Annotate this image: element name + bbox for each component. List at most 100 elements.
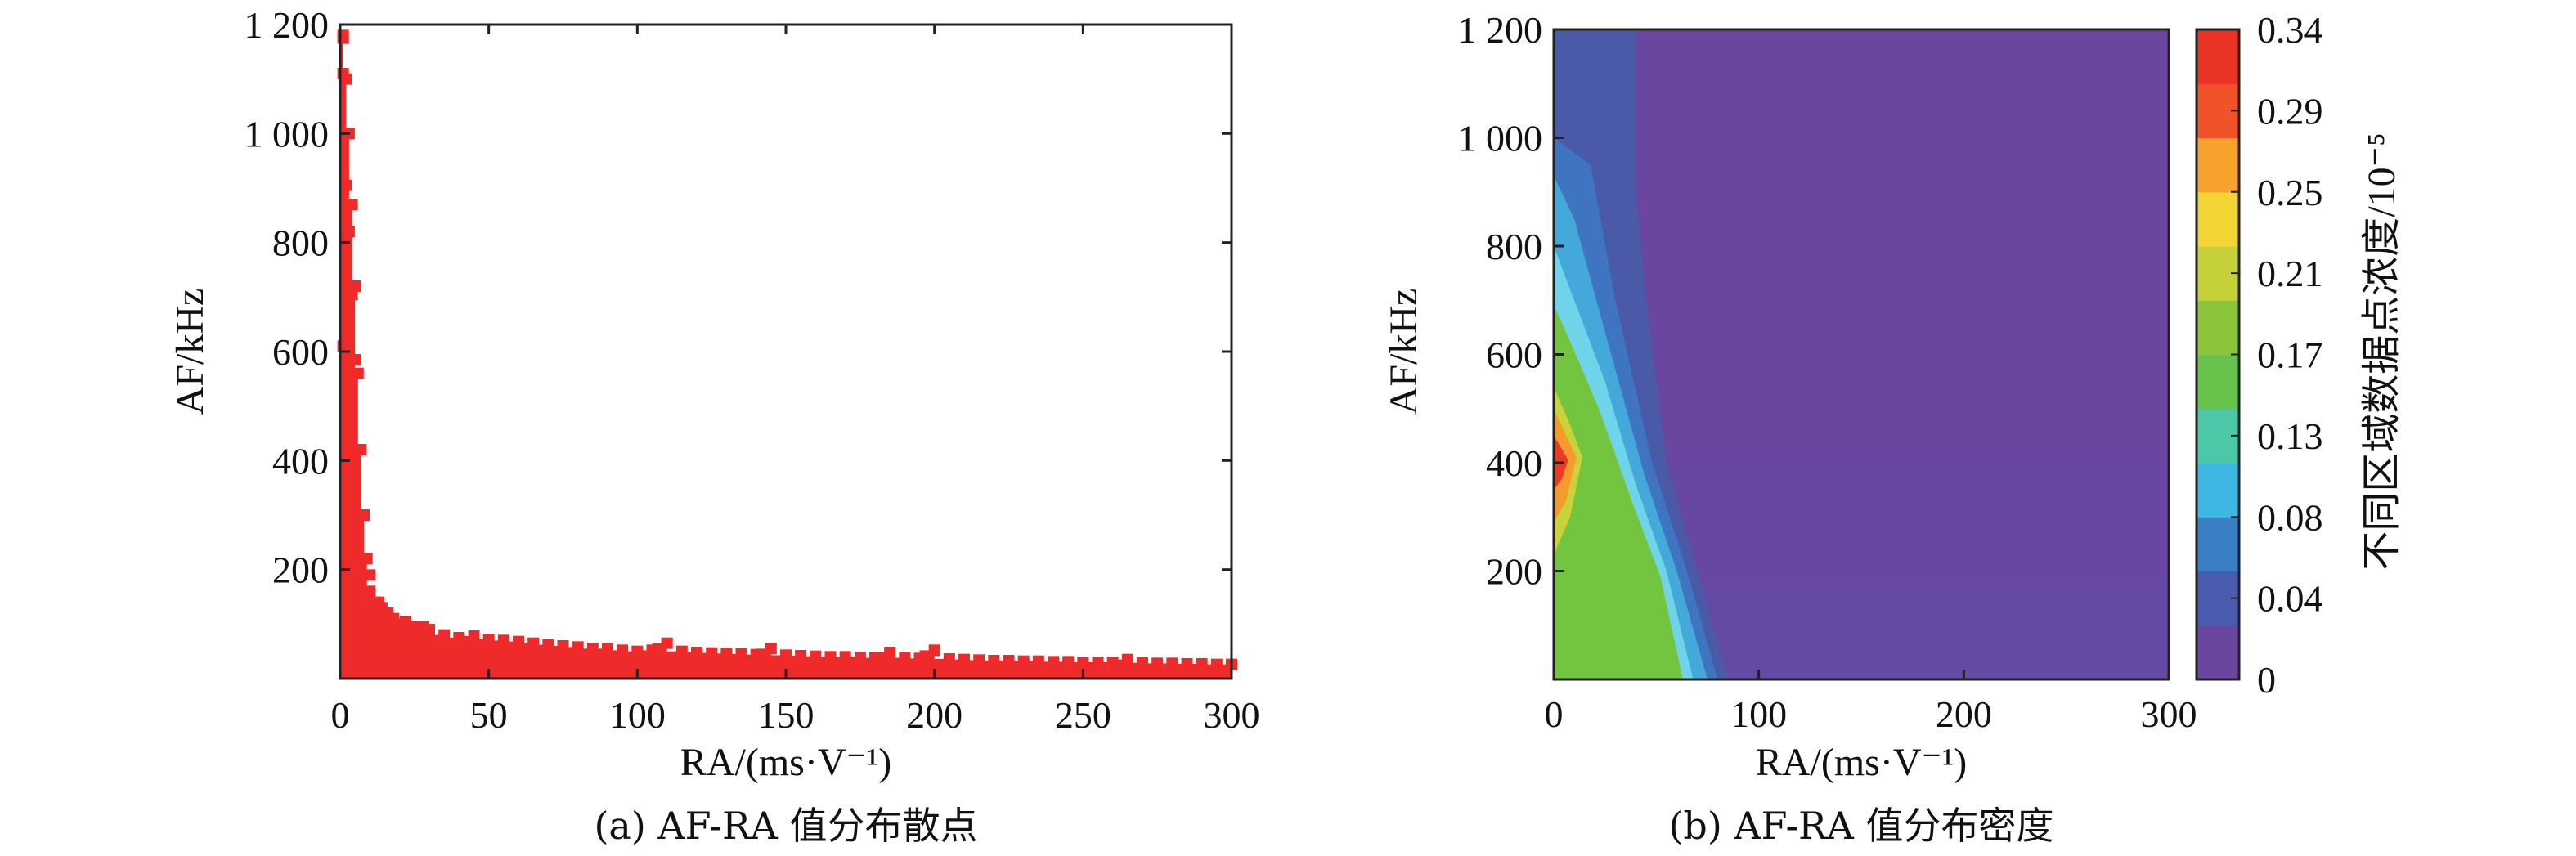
scatter-point (364, 585, 376, 598)
scatter-point (373, 596, 385, 608)
scatter-point (750, 648, 762, 661)
scatter-point (355, 444, 367, 455)
colorbar-swatch (2197, 273, 2239, 301)
scatter-point (408, 621, 420, 633)
colorbar-tick-label: 0.17 (2257, 334, 2323, 376)
colorbar-tick-label: 0.29 (2257, 90, 2323, 132)
y-axis-label-a: AF/kHz (168, 289, 212, 415)
scatter-point (602, 643, 613, 655)
colorbar-swatch (2197, 56, 2239, 84)
caption-b: (b) AF-RA 值分布密度 (1668, 804, 2053, 848)
scatter-point (542, 639, 554, 651)
scatter-point (340, 201, 352, 213)
scatter-point (572, 641, 584, 653)
x-axis-label-b: RA/(ms·V⁻¹) (1756, 741, 1967, 784)
scatter-point (358, 509, 370, 521)
plot-frame-a (339, 23, 1233, 680)
scatter-point (1181, 658, 1193, 670)
scatter-point (1092, 657, 1104, 668)
x-tick-label: 250 (1055, 694, 1111, 736)
x-tick-label: 200 (906, 694, 963, 736)
scatter-point (973, 654, 985, 666)
colorbar-swatch (2197, 300, 2239, 328)
scatter-point (343, 226, 355, 238)
colorbar-swatch (2197, 246, 2239, 274)
scatter-point (899, 652, 911, 664)
colorbar-swatch (2197, 29, 2239, 57)
colorbar-swatch (2197, 435, 2239, 464)
x-tick-label: 300 (2141, 693, 2197, 735)
scatter-point (346, 289, 358, 300)
scatter-point (340, 179, 352, 191)
colorbar-swatch (2197, 354, 2239, 383)
scatter-point (824, 651, 837, 663)
scatter-point (795, 650, 807, 661)
scatter-point (958, 653, 970, 666)
scatter-point (928, 644, 940, 657)
scatter-point (482, 634, 495, 645)
colorbar-swatch (2197, 598, 2239, 626)
y-tick-label: 1 200 (245, 4, 330, 46)
y-tick-label: 800 (272, 222, 329, 264)
scatter-point (468, 630, 480, 642)
y-tick-label: 800 (1486, 226, 1542, 267)
colorbar-ticks: 0 0.04 0.08 0.13 0.17 0.21 0.25 0.29 0.34 (2231, 9, 2323, 701)
density-contour (1554, 305, 1683, 679)
colorbar-swatch (2197, 327, 2239, 356)
x-axis-ticks-a: 0 50 100 150 200 250 300 (331, 25, 1260, 736)
scatter-point (382, 607, 394, 619)
scatter-point (943, 653, 955, 665)
scatter-point (438, 629, 451, 641)
panel-b: 0 100 200 300 200 400 600 800 1 000 1 200 RA/(ms… (1382, 9, 2403, 848)
scatter-point (527, 637, 540, 649)
colorbar-swatch (2197, 490, 2239, 518)
density-band-low (1636, 581, 2169, 679)
scatter-point (675, 645, 688, 657)
y-axis-ticks-b: 200 400 600 800 1 000 1 200 (1458, 9, 1564, 593)
scatter-point (343, 318, 355, 330)
scatter-point (706, 647, 718, 659)
colorbar-tick-label: 0 (2257, 659, 2276, 701)
density-plot-area (1554, 29, 2169, 679)
scatter-point (1062, 656, 1075, 668)
scatter-point (1137, 657, 1148, 669)
caption-a: (a) AF-RA 值分布散点 (594, 804, 977, 848)
colorbar-tick-label: 0.04 (2257, 578, 2323, 620)
scatter-density-envelope (340, 35, 1232, 679)
scatter-point (617, 644, 629, 657)
x-tick-label: 100 (609, 694, 666, 736)
colorbar-swatch (2197, 652, 2239, 680)
scatter-point (839, 651, 851, 663)
scatter-point (780, 649, 792, 661)
colorbar-swatch (2197, 571, 2239, 599)
y-axis-ticks-a: 200 400 600 800 1 000 1 200 (245, 4, 1232, 591)
panel-a: 0 50 100 150 200 250 300 200 400 600 800 1 000 1 20… (168, 4, 1260, 848)
y-tick-label: 1 000 (245, 113, 330, 155)
density-band-mid (1636, 463, 2169, 582)
x-tick-label: 300 (1204, 694, 1260, 736)
scatter-point (810, 650, 822, 662)
scatter-point (661, 637, 673, 649)
scatter-point (735, 648, 747, 660)
scatter-point (417, 621, 429, 633)
scatter-point (913, 652, 926, 665)
colorbar-tick-label: 0.25 (2257, 172, 2323, 213)
scatter-point (586, 643, 599, 655)
scatter-point (631, 645, 644, 657)
scatter-plot-area (337, 29, 1237, 679)
x-tick-label: 0 (331, 694, 350, 736)
scatter-point (1017, 655, 1030, 667)
colorbar-swatch (2197, 164, 2239, 193)
y-tick-label: 600 (272, 331, 329, 373)
scatter-point (352, 367, 364, 379)
colorbar (2197, 29, 2239, 680)
scatter-point (1121, 653, 1133, 666)
scatter-point (1196, 658, 1208, 670)
colorbar-swatch (2197, 625, 2239, 653)
x-tick-label: 0 (1545, 693, 1564, 735)
scatter-point (646, 644, 658, 657)
x-axis-label-a: RA/(ms·V⁻¹) (680, 741, 891, 784)
scatter-point (988, 655, 1000, 666)
colorbar-swatch (2197, 191, 2239, 220)
scatter-point (1032, 655, 1044, 667)
